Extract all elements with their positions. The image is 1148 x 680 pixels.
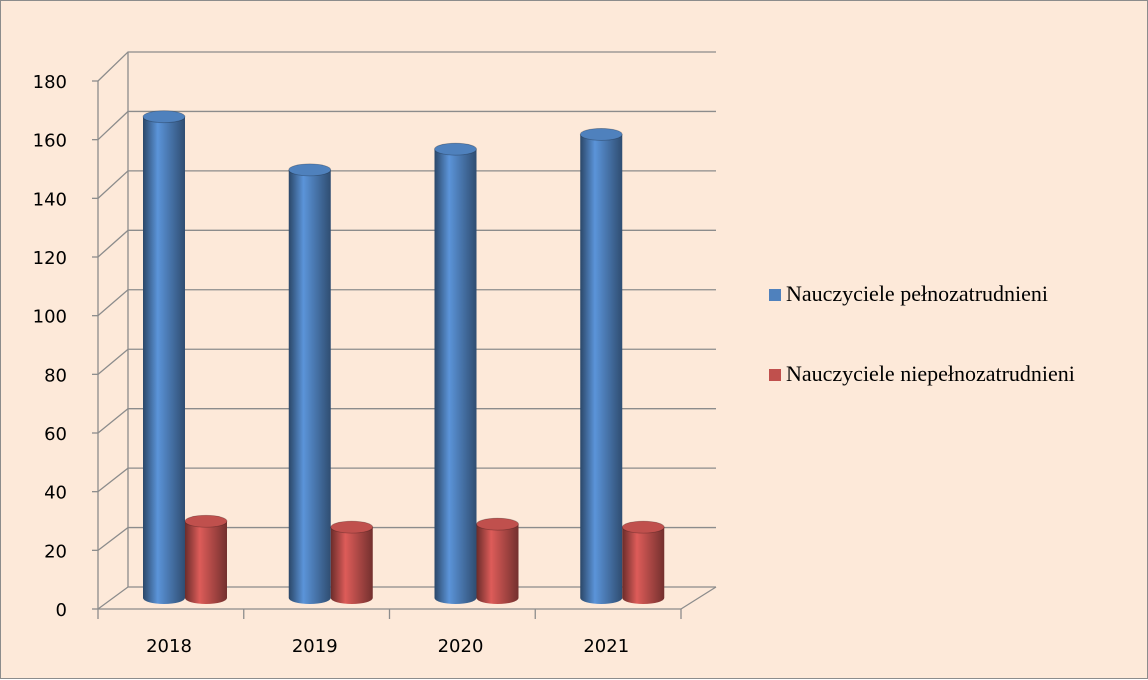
- cylinder-top: [579, 128, 623, 141]
- grid-line: [97, 526, 716, 551]
- cylinder: [434, 142, 477, 604]
- cylinder-top: [184, 514, 228, 528]
- cylinder-body: [622, 527, 665, 604]
- y-tick-label: 0: [56, 600, 67, 621]
- y-tick-label: 180: [33, 72, 67, 93]
- x-tick-label: 2019: [292, 636, 338, 657]
- grid-line: [97, 348, 716, 375]
- cylinder-top: [142, 110, 186, 124]
- cylinder-body: [185, 521, 227, 604]
- cylinder-top: [621, 520, 665, 534]
- cylinder-body: [434, 149, 477, 604]
- legend-label: Nauczyciele pełnozatrudnieni: [786, 281, 1049, 306]
- y-tick-label: 100: [33, 307, 67, 328]
- cylinder-top: [434, 142, 477, 156]
- cylinder-body: [580, 134, 623, 605]
- cylinder: [476, 517, 519, 604]
- legend-swatch: [769, 289, 781, 301]
- cylinder: [621, 520, 665, 604]
- cylinder: [330, 520, 374, 604]
- y-tick-label: 20: [44, 541, 67, 562]
- y-tick-label: 160: [33, 131, 67, 152]
- cylinder-body: [143, 116, 185, 605]
- legend-item: Nauczyciele niepełnozatrudnieni: [769, 361, 1144, 387]
- legend-label: Nauczyciele niepełnozatrudnieni: [786, 361, 1075, 386]
- cylinder: [579, 128, 623, 605]
- y-tick-label: 140: [33, 189, 67, 210]
- grid-line: [97, 110, 716, 141]
- cylinder-body: [476, 524, 519, 604]
- cylinder: [288, 163, 332, 604]
- grid-line: [97, 586, 716, 610]
- y-tick-label: 40: [44, 483, 67, 504]
- floor-right: [680, 586, 717, 610]
- cylinder-body: [330, 527, 373, 604]
- legend-swatch: [769, 369, 781, 381]
- grid-line: [97, 408, 716, 434]
- cylinder-top: [330, 520, 374, 534]
- cylinder-top: [288, 163, 332, 177]
- cylinder-body: [288, 169, 331, 604]
- y-tick-label: 60: [44, 424, 67, 445]
- cylinder-top: [476, 517, 519, 531]
- y-tick-label: 120: [33, 248, 67, 269]
- grid-line: [97, 51, 716, 82]
- x-tick-label: 2021: [583, 636, 629, 657]
- x-tick-label: 2018: [146, 636, 192, 657]
- grid-line: [97, 229, 716, 258]
- y-tick-label: 80: [44, 365, 67, 386]
- legend-item: Nauczyciele pełnozatrudnieni: [769, 281, 1144, 307]
- cylinder: [184, 514, 228, 604]
- grid-line: [97, 289, 716, 317]
- cylinder: [142, 110, 186, 605]
- grid-line: [97, 170, 716, 199]
- x-tick-label: 2020: [438, 636, 484, 657]
- grid-line: [97, 467, 716, 493]
